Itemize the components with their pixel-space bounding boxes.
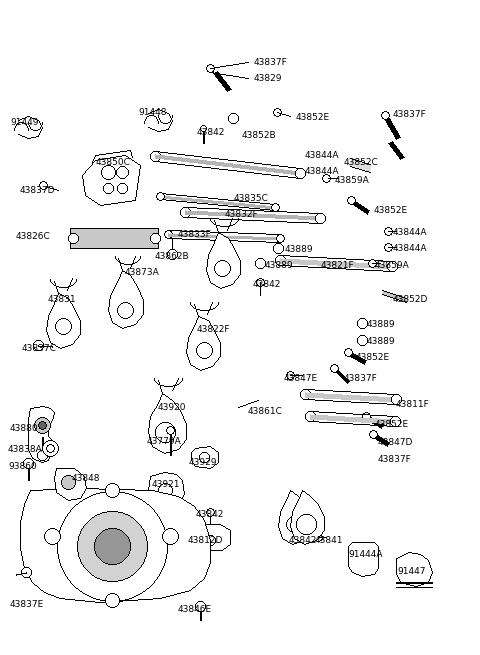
Text: 43838A: 43838A bbox=[8, 445, 43, 454]
Text: 43859A: 43859A bbox=[375, 261, 410, 270]
Text: 91444A: 91444A bbox=[348, 550, 383, 559]
Text: 43842: 43842 bbox=[197, 128, 226, 137]
Text: 43861C: 43861C bbox=[248, 407, 283, 416]
Text: 91448: 91448 bbox=[138, 108, 167, 117]
Text: 43811F: 43811F bbox=[396, 400, 430, 409]
Text: 43852E: 43852E bbox=[356, 353, 390, 362]
Text: 43859A: 43859A bbox=[335, 176, 370, 185]
Text: 43779A: 43779A bbox=[147, 437, 182, 446]
Text: 43837E: 43837E bbox=[10, 600, 44, 609]
Text: 43848: 43848 bbox=[72, 474, 100, 483]
Text: 43889: 43889 bbox=[367, 320, 396, 329]
Text: 43873A: 43873A bbox=[125, 268, 160, 277]
Text: 43833F: 43833F bbox=[178, 230, 212, 239]
Text: 91447: 91447 bbox=[397, 567, 425, 576]
Text: 43831: 43831 bbox=[48, 295, 77, 304]
Text: 43844A: 43844A bbox=[393, 244, 428, 253]
Text: 43837F: 43837F bbox=[254, 58, 288, 67]
Text: 43835C: 43835C bbox=[234, 194, 269, 203]
Text: 43880: 43880 bbox=[10, 424, 38, 433]
Text: 91449: 91449 bbox=[10, 118, 38, 127]
Text: 93860: 93860 bbox=[8, 462, 37, 471]
Text: 43844A: 43844A bbox=[305, 167, 339, 176]
Text: 43837D: 43837D bbox=[20, 186, 56, 195]
Text: 43826C: 43826C bbox=[16, 232, 51, 241]
Text: 43837F: 43837F bbox=[393, 110, 427, 119]
Text: 43929: 43929 bbox=[189, 458, 217, 467]
Text: 43822F: 43822F bbox=[197, 325, 230, 334]
Text: 43842: 43842 bbox=[196, 510, 224, 519]
Text: 43921: 43921 bbox=[152, 480, 180, 489]
Text: 43852E: 43852E bbox=[296, 113, 330, 122]
Text: 43842: 43842 bbox=[253, 280, 281, 289]
Text: 43852C: 43852C bbox=[344, 158, 379, 167]
Text: 43847E: 43847E bbox=[284, 374, 318, 383]
Text: 43829: 43829 bbox=[254, 74, 283, 83]
Text: 43847D: 43847D bbox=[378, 438, 413, 447]
Text: 43837C: 43837C bbox=[22, 344, 57, 353]
Text: 43889: 43889 bbox=[265, 261, 294, 270]
Text: 43889: 43889 bbox=[285, 245, 313, 254]
Text: 43852E: 43852E bbox=[374, 206, 408, 215]
Text: 43844A: 43844A bbox=[393, 228, 428, 237]
Text: 43837F: 43837F bbox=[378, 455, 412, 464]
Text: 43920: 43920 bbox=[158, 403, 187, 412]
Text: 43852E: 43852E bbox=[375, 420, 409, 429]
Text: 43850C: 43850C bbox=[96, 158, 131, 167]
Text: 43862B: 43862B bbox=[155, 252, 190, 261]
Text: 43852D: 43852D bbox=[393, 295, 428, 304]
Text: 43837F: 43837F bbox=[344, 374, 378, 383]
Text: 43889: 43889 bbox=[367, 337, 396, 346]
Text: 43846E: 43846E bbox=[178, 605, 212, 614]
Text: 43842: 43842 bbox=[289, 536, 317, 545]
Text: 43812D: 43812D bbox=[188, 536, 223, 545]
Text: 43852B: 43852B bbox=[242, 131, 276, 140]
Text: 43832F: 43832F bbox=[225, 210, 259, 219]
Text: 43841: 43841 bbox=[315, 536, 344, 545]
Text: 43844A: 43844A bbox=[305, 151, 339, 160]
Text: 43821F: 43821F bbox=[321, 261, 355, 270]
